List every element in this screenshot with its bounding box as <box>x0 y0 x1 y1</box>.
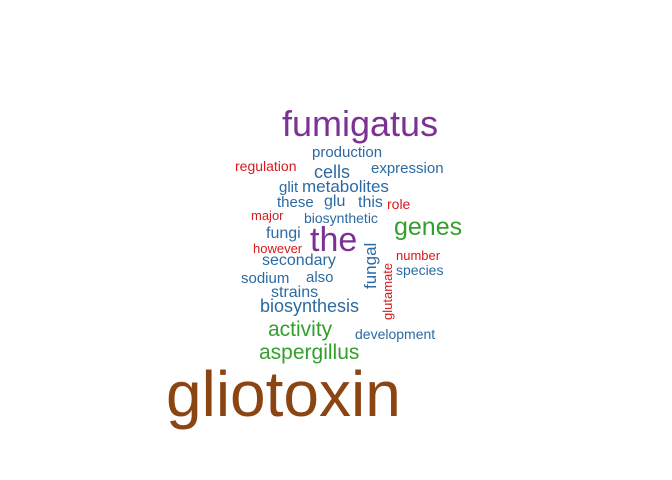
word-aspergillus: aspergillus <box>259 341 360 364</box>
word-activity: activity <box>268 318 333 341</box>
word-glit: glit <box>279 179 299 196</box>
word-gliotoxin: gliotoxin <box>166 358 401 430</box>
word-fungi: fungi <box>266 225 301 242</box>
word-biosynthetic: biosynthetic <box>304 210 378 226</box>
word-this: this <box>358 194 383 211</box>
word-number: number <box>396 248 441 263</box>
word-biosynthesis: biosynthesis <box>260 296 360 316</box>
word-production: production <box>312 144 383 161</box>
word-major: major <box>251 208 284 223</box>
word-metabolites: metabolites <box>302 177 389 196</box>
word-glutamate: glutamate <box>380 262 395 320</box>
word-expression: expression <box>371 160 444 177</box>
word-glu: glu <box>324 193 346 210</box>
word-also: also <box>306 269 334 286</box>
word-fumigatus: fumigatus <box>282 103 439 144</box>
word-the: the <box>310 221 358 259</box>
word-however: however <box>253 241 303 256</box>
word-fungal: fungal <box>361 242 380 289</box>
word-regulation: regulation <box>235 158 297 174</box>
word-cells: cells <box>314 162 351 182</box>
word-species: species <box>396 262 444 278</box>
word-genes: genes <box>394 213 463 241</box>
word-role: role <box>387 196 411 212</box>
word-development: development <box>355 326 436 342</box>
word-these: these <box>277 194 314 211</box>
word-strains: strains <box>271 284 319 301</box>
word-sodium: sodium <box>241 270 290 287</box>
word-secondary: secondary <box>262 252 336 269</box>
